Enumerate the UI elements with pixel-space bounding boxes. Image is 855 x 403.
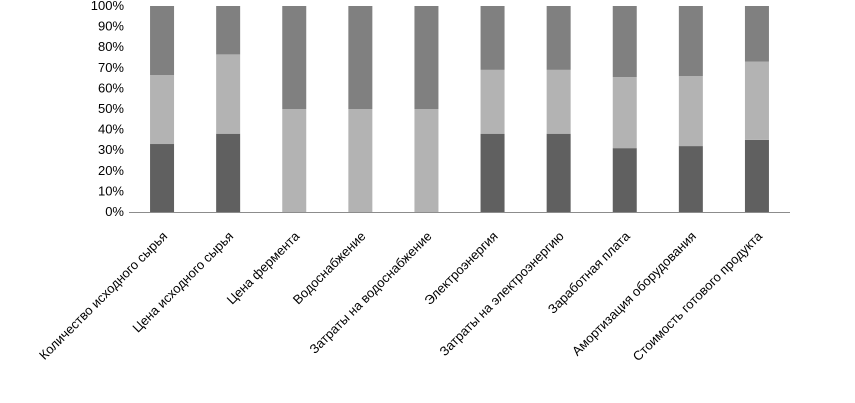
- bar-segment-series-1: [678, 146, 703, 212]
- y-tick-label: 20%: [98, 163, 124, 178]
- y-tick-label: 90%: [98, 19, 124, 34]
- category-label: Затраты на электроэнергию: [436, 228, 566, 358]
- bar-segment-series-2: [348, 109, 373, 212]
- bar-segment-series-2: [612, 77, 637, 149]
- bar-segment-series-3: [678, 6, 703, 77]
- bar-segment-series-1: [216, 133, 241, 212]
- bar-segment-series-3: [150, 6, 175, 76]
- bar-segment-series-3: [348, 6, 373, 109]
- bar-segment-series-2: [282, 109, 307, 212]
- bar-segment-series-1: [744, 139, 769, 212]
- y-tick-label: 50%: [98, 101, 124, 116]
- bar-segment-series-2: [744, 61, 769, 140]
- y-tick-label: 60%: [98, 80, 124, 95]
- y-tick-label: 40%: [98, 122, 124, 137]
- y-axis-ticks: 0% 10% 20% 30% 40% 50% 60% 70% 80% 90% 100%: [91, 0, 125, 219]
- y-tick-label: 0%: [105, 204, 124, 219]
- category-label: Затраты на водоснабжение: [306, 229, 434, 357]
- bar-segment-series-2: [480, 69, 505, 134]
- bar-segment-series-1: [612, 148, 637, 212]
- bar-segment-series-2: [216, 54, 241, 134]
- bar-segment-series-2: [678, 76, 703, 147]
- y-tick-label: 30%: [98, 142, 124, 157]
- bar-segment-series-3: [744, 6, 769, 62]
- y-tick-label: 80%: [98, 39, 124, 54]
- bars-group: [150, 6, 769, 212]
- bar-segment-series-3: [480, 6, 505, 70]
- y-tick-label: 10%: [98, 183, 124, 198]
- category-label: Количество исходного сырья: [36, 229, 170, 363]
- bar-segment-series-1: [150, 144, 175, 212]
- bar-segment-series-2: [150, 75, 175, 145]
- bar-segment-series-2: [414, 109, 439, 212]
- bar-segment-series-3: [414, 6, 439, 109]
- y-tick-label: 100%: [91, 0, 125, 13]
- category-label: Амортизация оборудования: [569, 229, 699, 359]
- category-label: Стоимость готового продукта: [630, 228, 766, 364]
- bar-segment-series-3: [216, 6, 241, 55]
- y-tick-label: 70%: [98, 60, 124, 75]
- bar-segment-series-1: [480, 133, 505, 212]
- bar-segment-series-1: [546, 133, 571, 212]
- bar-segment-series-3: [612, 6, 637, 78]
- bar-segment-series-3: [546, 6, 571, 70]
- bar-segment-series-3: [282, 6, 307, 109]
- bar-segment-series-2: [546, 69, 571, 134]
